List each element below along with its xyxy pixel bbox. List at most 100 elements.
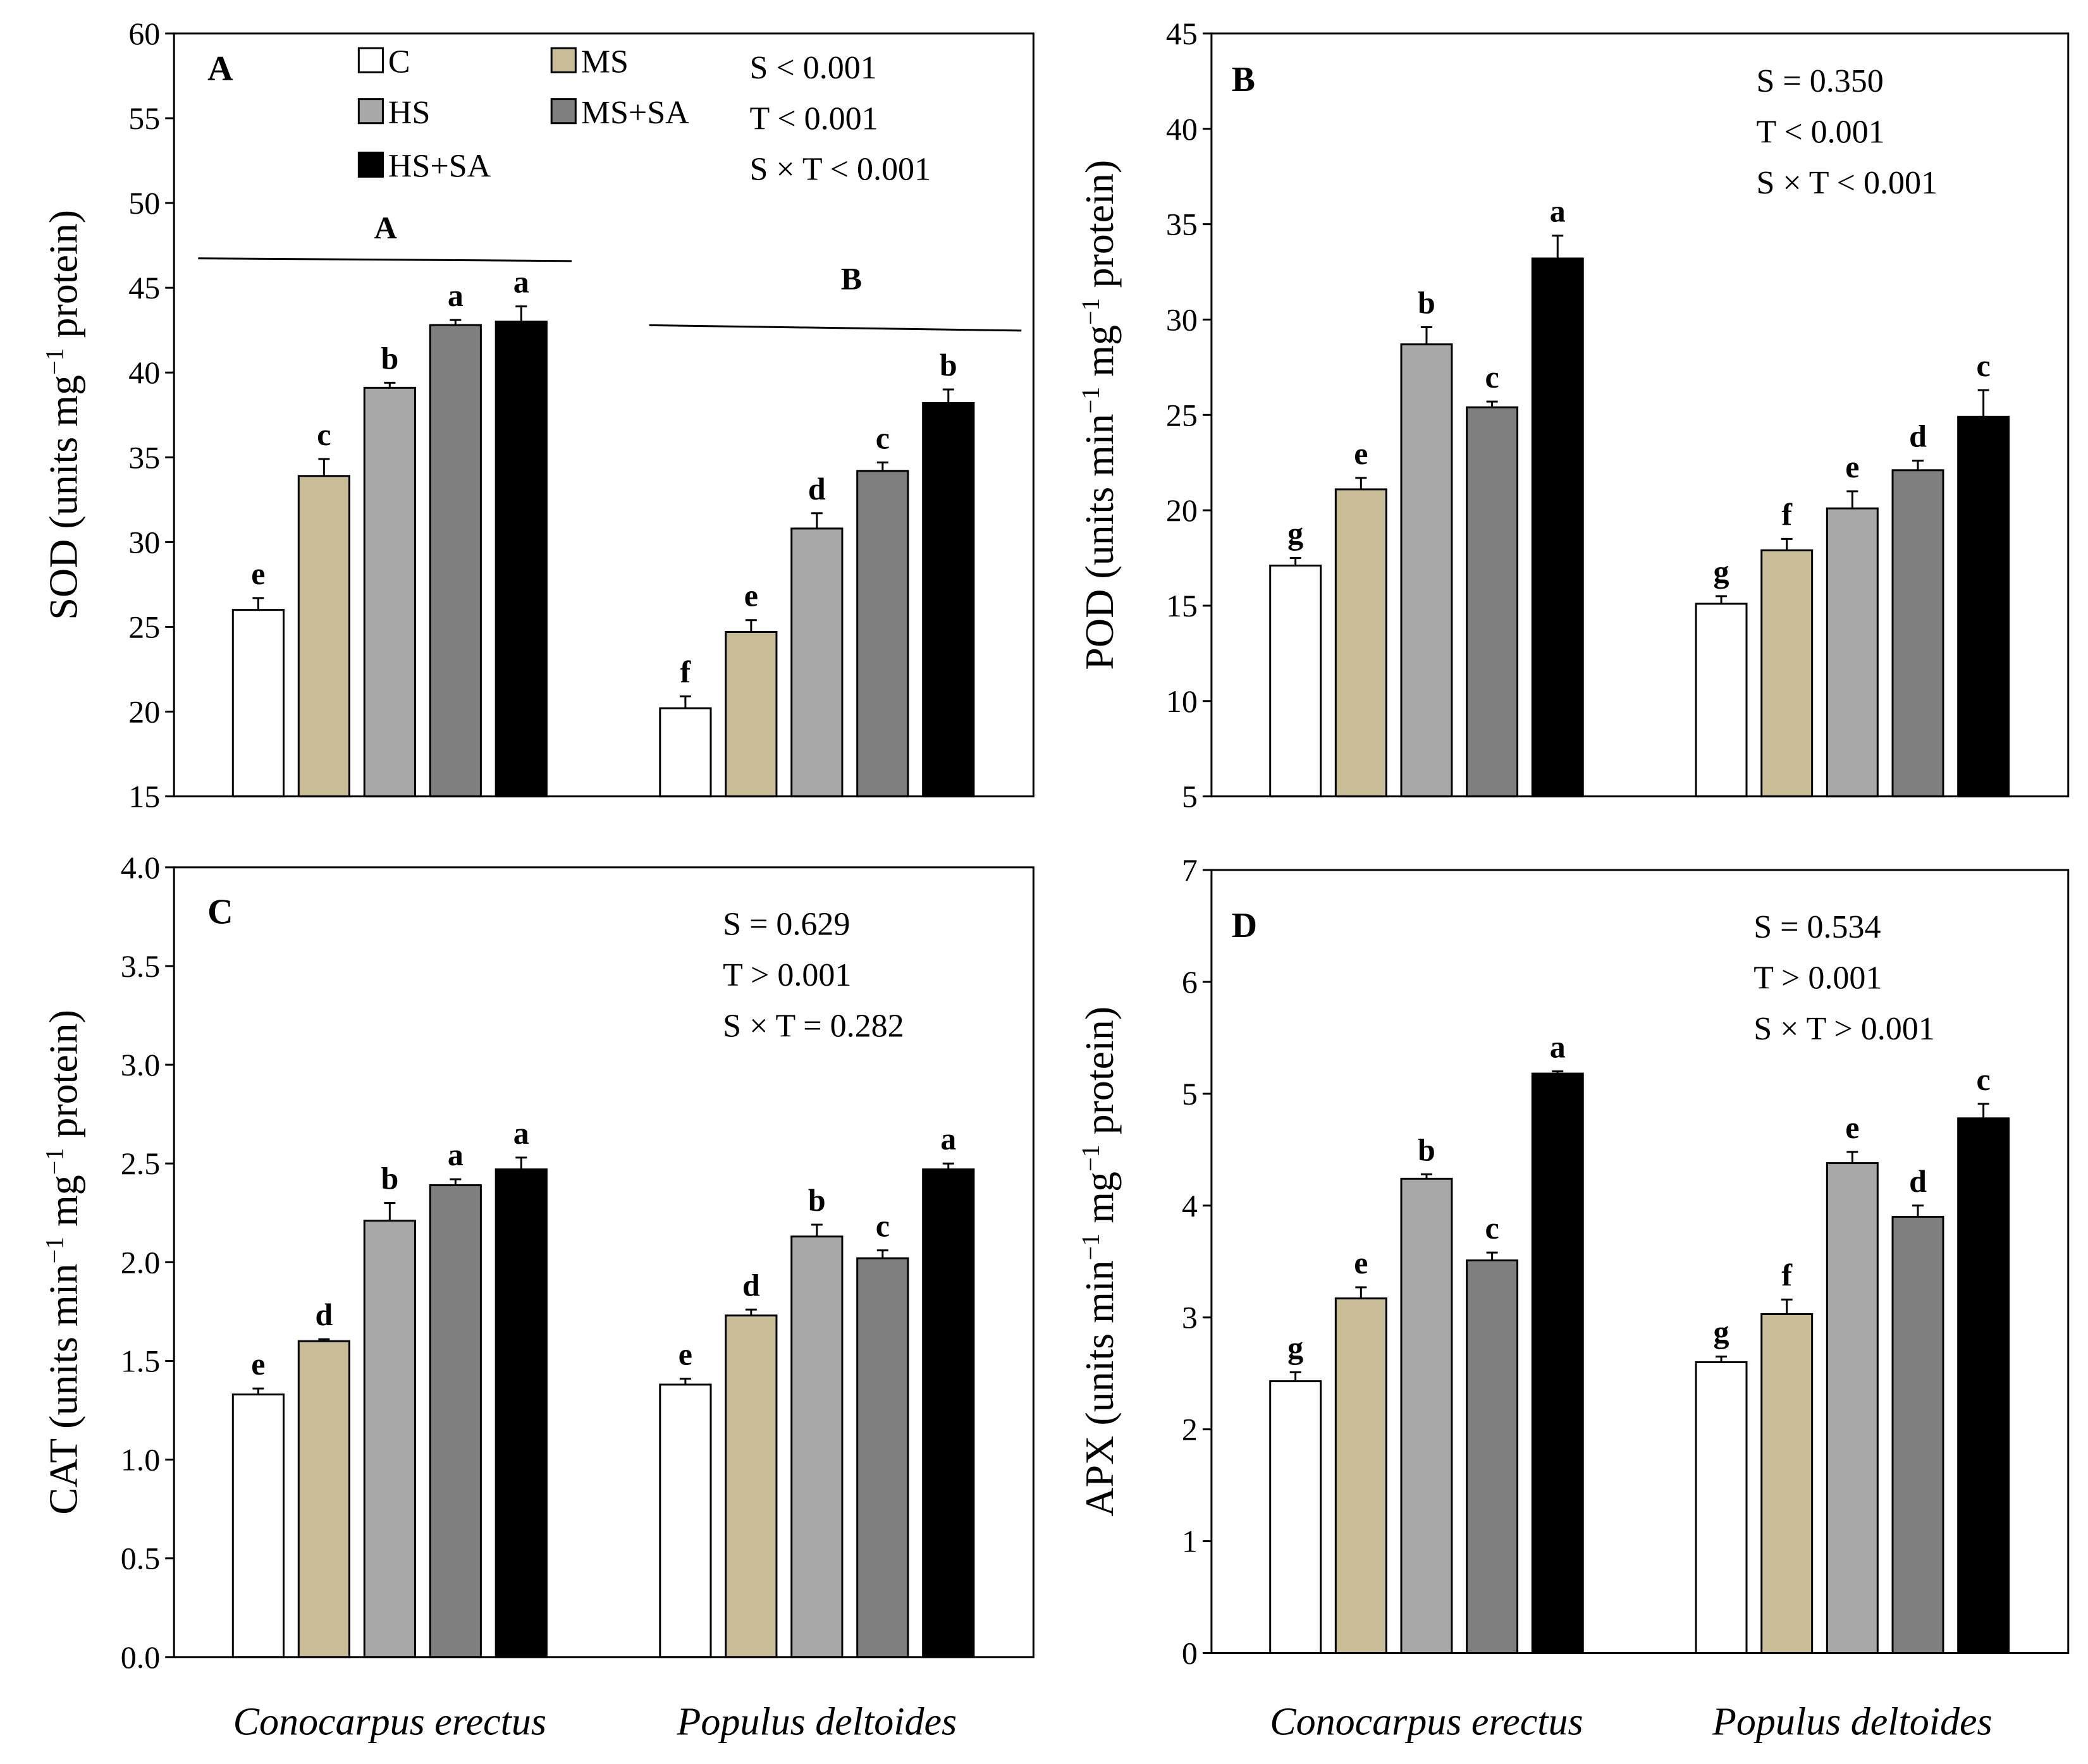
significance-letter: a <box>448 278 464 313</box>
bar-hs-conocarpus <box>363 386 416 798</box>
y-tick-label: 15 <box>1166 588 1198 623</box>
bar-ms-conocarpus <box>1334 488 1387 798</box>
significance-letter: b <box>1418 1132 1435 1167</box>
stat-annotation: S = 0.350 <box>1757 63 1884 99</box>
bar-ms-sa-conocarpus <box>1466 1259 1519 1654</box>
y-tick-label: 2.5 <box>121 1146 161 1181</box>
panel-b: 5 10 15 20 25 30 35 40 45 g g e f b e c d a c B S = 0.350 T <… <box>1076 16 2070 814</box>
bar-hs-conocarpus <box>1400 1177 1453 1654</box>
y-axis-label-part: protein) <box>1077 160 1122 298</box>
legend: C MS HS MS+SA HS+SA <box>357 44 689 184</box>
plot-frame <box>173 32 1035 798</box>
bar-hs-sa-conocarpus <box>494 321 548 798</box>
significance-letter: a <box>940 1121 956 1156</box>
y-tick-label: 35 <box>128 439 160 475</box>
bar-ms-sa-conocarpus <box>429 1184 482 1658</box>
y-tick-label: 15 <box>128 779 160 814</box>
stat-annotation: S × T = 0.282 <box>723 1008 904 1044</box>
y-tick-label: 2 <box>1182 1412 1198 1447</box>
bar-ms-sa-populus <box>1891 469 1944 798</box>
y-tick-label: 0.0 <box>121 1639 161 1675</box>
y-axis-label-part: protein) <box>41 1010 86 1148</box>
stat-annotation: T > 0.001 <box>1753 960 1882 996</box>
legend-swatch <box>357 151 384 178</box>
legend-label: MS+SA <box>581 95 689 131</box>
bar-c-conocarpus <box>231 1393 285 1658</box>
y-axis-label-part: protein) <box>41 210 86 348</box>
y-tick-label: 7 <box>1182 852 1198 888</box>
significance-letter: e <box>251 1346 265 1381</box>
y-tick-label: 20 <box>128 694 160 730</box>
bar-ms-sa-conocarpus <box>429 324 482 798</box>
panel-a: 15 20 25 30 35 40 45 50 55 60 e f c e b d a c a b A S < 0.001… <box>40 16 1035 814</box>
significance-letter: e <box>1354 436 1368 471</box>
panel-label: D <box>1232 906 1257 945</box>
significance-letter: a <box>448 1137 464 1172</box>
significance-letter: f <box>1781 496 1793 532</box>
legend-swatch <box>550 98 577 125</box>
bar-c-populus <box>659 707 712 798</box>
bar-hs-sa-populus <box>1957 1117 2010 1654</box>
significance-letter: a <box>513 1115 529 1151</box>
stat-annotation: T > 0.001 <box>723 957 851 993</box>
y-axis-label-part: POD (units min <box>1077 413 1122 670</box>
bar-c-populus <box>1695 1361 1748 1654</box>
y-tick-label: 3.0 <box>121 1047 161 1082</box>
y-tick-label: 1 <box>1182 1524 1198 1559</box>
bar-ms-sa-populus <box>856 1257 909 1658</box>
plot-frame <box>1210 32 2070 798</box>
legend-label: C <box>388 44 410 80</box>
significance-letter: d <box>315 1297 333 1332</box>
group-letter: B <box>841 260 862 296</box>
bar-c-conocarpus <box>231 609 285 798</box>
panel-label: B <box>1232 60 1255 99</box>
bar-c-populus <box>1695 603 1748 798</box>
panel-label: C <box>207 893 233 932</box>
bar-hs-sa-populus <box>922 1168 975 1658</box>
significance-letter: d <box>1909 1163 1927 1199</box>
y-tick-label: 55 <box>128 101 160 136</box>
y-tick-label: 4 <box>1182 1188 1198 1223</box>
significance-letter: d <box>1909 419 1927 454</box>
y-tick-label: 30 <box>1166 302 1198 337</box>
y-axis-label-part: APX (units min <box>1077 1260 1122 1516</box>
legend-label: HS+SA <box>388 148 491 184</box>
y-tick-label: 50 <box>128 185 160 221</box>
stat-annotation: T < 0.001 <box>750 101 878 137</box>
x-category-label: Conocarpus erectus <box>1270 1701 1583 1744</box>
bar-hs-sa-populus <box>922 401 975 798</box>
y-tick-label: 25 <box>128 609 160 644</box>
bar-c-conocarpus <box>1269 1380 1322 1654</box>
legend-swatch <box>550 47 577 73</box>
bar-hs-populus <box>1826 507 1879 798</box>
significance-letter: f <box>1781 1257 1793 1292</box>
x-category-label: Populus deltoides <box>677 1701 957 1744</box>
y-axis-label-part: mg <box>1077 1172 1122 1234</box>
y-axis-label: SOD (units mg−1 protein) <box>40 210 86 620</box>
bar-hs-sa-conocarpus <box>494 1168 548 1658</box>
plot-frame <box>173 866 1035 1658</box>
significance-letter: c <box>1977 348 1991 383</box>
y-tick-label: 40 <box>1166 111 1198 147</box>
significance-letter: e <box>1845 1110 1859 1145</box>
y-tick-label: 6 <box>1182 964 1198 1000</box>
y-axis-label: APX (units min−1 mg−1 protein) <box>1076 1007 1122 1517</box>
significance-letter: c <box>876 1208 890 1244</box>
bar-hs-populus <box>790 1235 844 1658</box>
significance-letter: e <box>251 556 265 591</box>
y-tick-label: 3 <box>1182 1300 1198 1335</box>
x-category-label: Conocarpus erectus <box>233 1701 546 1744</box>
significance-letter: e <box>679 1337 692 1372</box>
legend-swatch <box>357 47 384 73</box>
significance-letter: a <box>1550 193 1566 229</box>
significance-letter: c <box>317 417 331 452</box>
group-line <box>198 257 572 262</box>
bar-ms-conocarpus <box>297 1340 350 1658</box>
significance-letter: g <box>1714 1314 1729 1350</box>
y-axis-label: POD (units min−1 mg−1 protein) <box>1076 160 1122 670</box>
y-tick-label: 45 <box>1166 16 1198 51</box>
significance-letter: g <box>1287 516 1303 551</box>
panel-c: 0.0 0.5 1.0 1.5 2.0 2.5 3.0 3.5 4.0 e e d d b b a c a a C S … <box>40 850 1035 1744</box>
significance-letter: c <box>876 420 890 455</box>
significance-letter: e <box>1845 449 1859 484</box>
